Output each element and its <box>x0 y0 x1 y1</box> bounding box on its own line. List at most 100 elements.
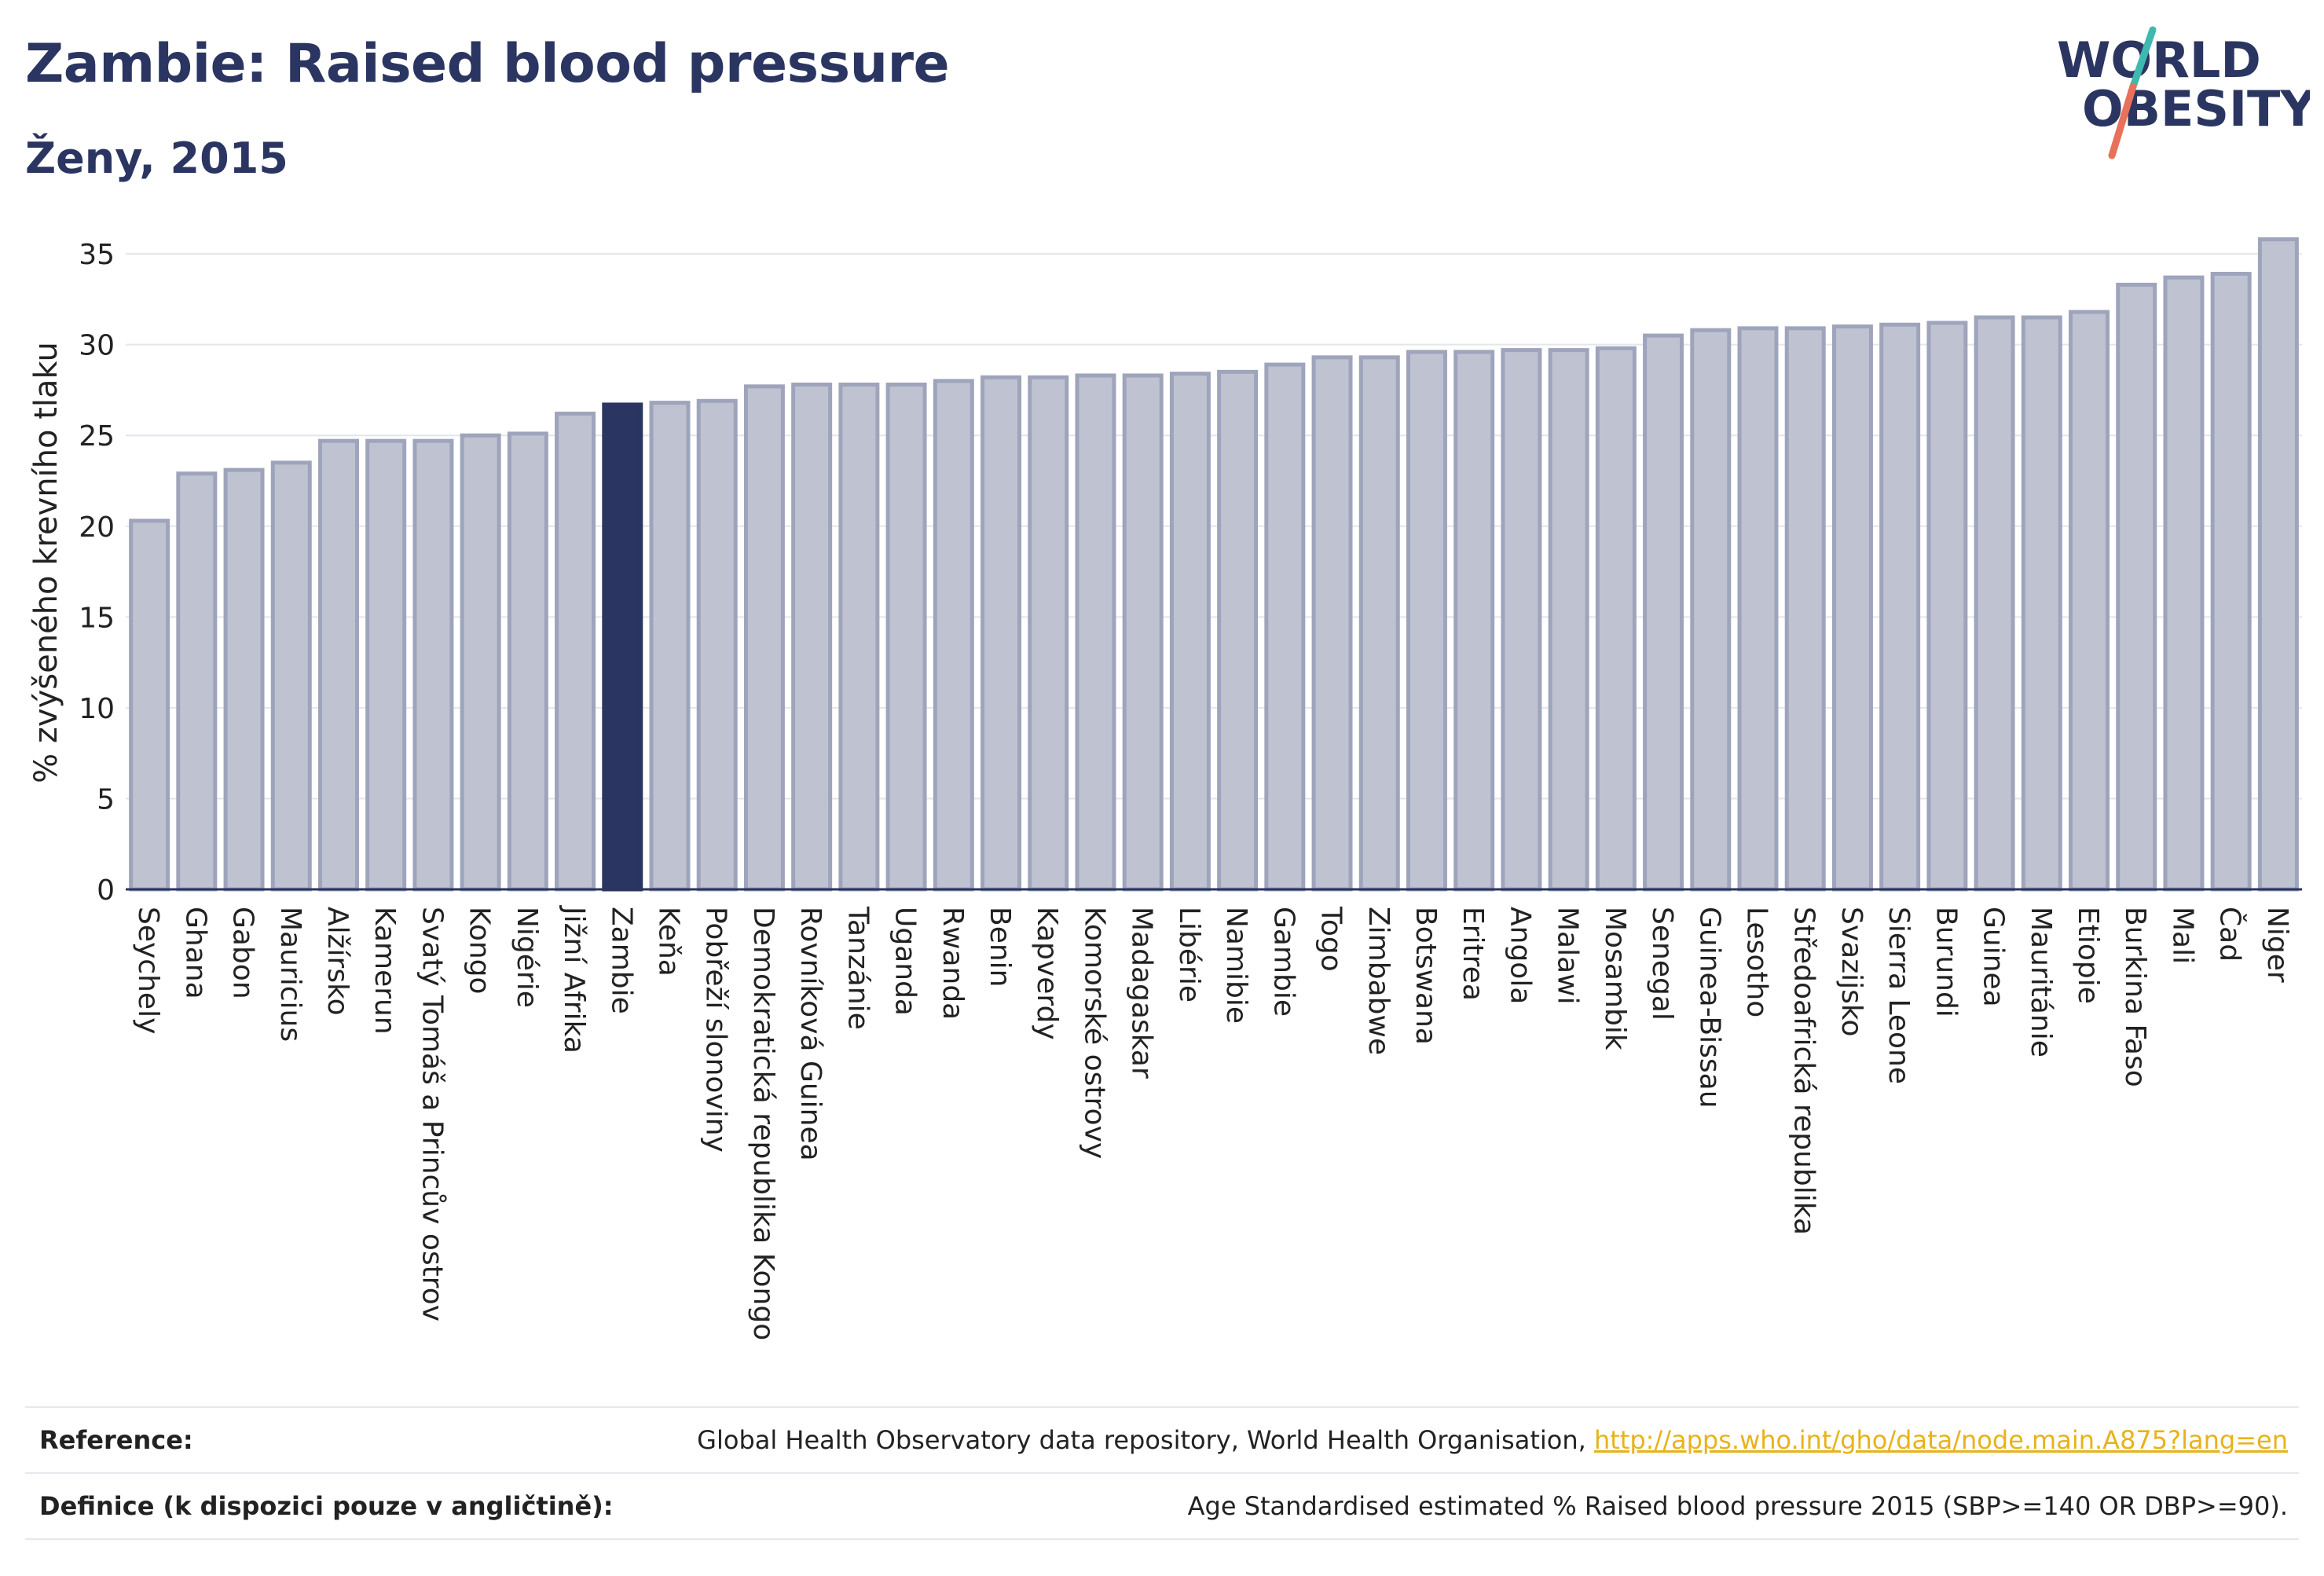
bar <box>1926 321 1968 892</box>
bar <box>1028 375 1069 892</box>
bar-chart: 0 5 10 15 20 25 30 35 % zvýšeného krevního tlaku… <box>28 237 2302 1340</box>
bar <box>885 383 927 892</box>
x-tick-label: Eritrea <box>1457 907 1489 1001</box>
x-tick-label: Mauricius <box>274 907 306 1042</box>
x-tick-label: Tanzánie <box>841 906 874 1030</box>
x-tick-label: Zimbabwe <box>1362 907 1395 1055</box>
bar <box>129 519 170 892</box>
bar <box>1643 333 1684 892</box>
x-tick-label: Sierra Leone <box>1882 907 1915 1084</box>
bar <box>1595 346 1637 892</box>
x-tick-label: Guinea-Bissau <box>1693 907 1725 1109</box>
bar <box>743 384 785 892</box>
bar <box>1122 373 1164 892</box>
bar <box>1075 373 1116 892</box>
bar <box>1784 326 1826 892</box>
bar <box>1501 348 1542 892</box>
logo-slash-bottom <box>2108 82 2137 159</box>
bar <box>2257 237 2299 892</box>
x-tick-label: Burkina Faso <box>2119 907 2151 1087</box>
x-tick-label: Niger <box>2261 907 2293 983</box>
y-tick-label: 15 <box>79 602 115 634</box>
bar <box>270 460 312 892</box>
bar <box>2116 282 2157 892</box>
bar <box>2021 315 2062 892</box>
x-tick-label: Burundi <box>1930 907 1962 1017</box>
definition-value: Age Standardised estimated % Raised bloo… <box>1187 1491 2288 1521</box>
x-tick-label: Čad <box>2214 907 2247 962</box>
bar <box>2210 272 2252 892</box>
world-obesity-logo: WORLD OBESITY <box>2057 26 2310 159</box>
bar <box>365 438 407 892</box>
bar <box>176 471 218 892</box>
bar <box>1831 324 1873 892</box>
x-tick-label: Malawi <box>1552 907 1584 1005</box>
bar <box>1217 369 1259 892</box>
bar <box>1264 362 1306 892</box>
x-tick-label: Pobřeží slonoviny <box>700 907 732 1153</box>
x-tick-label: Svazijsko <box>1835 907 1868 1036</box>
x-tick-label: Keňa <box>653 907 685 977</box>
x-tick-label: Uganda <box>889 907 922 1016</box>
reference-link[interactable]: http://apps.who.int/gho/data/node.main.A… <box>1593 1425 2288 1455</box>
x-tick-label: Nigérie <box>511 907 543 1008</box>
bar-highlight <box>602 402 643 892</box>
definition-row: Definice (k dispozici pouze v angličtině… <box>25 1472 2299 1540</box>
x-tick-label: Namibie <box>1220 907 1252 1024</box>
bar <box>791 383 833 892</box>
x-tick-label: Togo <box>1315 906 1347 972</box>
x-tick-label: Alžírsko <box>321 907 354 1016</box>
x-tick-label: Seychely <box>132 907 164 1034</box>
y-tick-label: 35 <box>79 239 115 271</box>
y-axis-label: % zvýšeného krevního tlaku <box>28 342 64 783</box>
bar <box>1879 322 1921 892</box>
bar <box>460 433 501 892</box>
x-tick-label: Angola <box>1504 907 1536 1004</box>
footer: Reference: Global Health Observatory dat… <box>25 1406 2299 1540</box>
x-tick-label: Kamerun <box>368 907 401 1035</box>
bar <box>2069 310 2110 892</box>
x-tick-label: Rovníková Guinea <box>794 907 827 1161</box>
reference-label: Reference: <box>39 1425 193 1455</box>
logo-slash-top <box>2129 26 2157 90</box>
y-tick-label: 10 <box>79 693 115 725</box>
bar <box>412 438 454 892</box>
chart-subtitle: Ženy, 2015 <box>25 134 288 183</box>
bar <box>317 438 359 892</box>
bar <box>1358 355 1400 892</box>
x-tick-label: Mosambik <box>1599 907 1631 1050</box>
bar <box>1311 355 1353 892</box>
x-tick-label: Mauritánie <box>2025 907 2057 1057</box>
bar <box>933 379 974 892</box>
y-tick-label: 25 <box>79 420 115 453</box>
x-tick-label: Jižní Afrika <box>558 905 590 1054</box>
x-tick-label: Madagaskar <box>1126 907 1158 1079</box>
x-tick-label: Středoafrická republika <box>1788 907 1820 1235</box>
x-tick-label: Kongo <box>464 907 496 995</box>
bar <box>1737 326 1779 892</box>
y-tick-label: 30 <box>79 330 115 362</box>
reference-text: Global Health Observatory data repositor… <box>697 1425 1594 1455</box>
bar <box>696 398 738 892</box>
bar <box>981 375 1022 892</box>
logo-text-world: WORLD <box>2057 31 2261 89</box>
bar <box>1690 328 1732 892</box>
bar <box>2163 275 2205 892</box>
x-tick-label: Mali <box>2166 907 2198 964</box>
y-tick-label: 0 <box>97 874 115 907</box>
bar <box>1453 350 1495 892</box>
x-tick-label: Gabon <box>227 907 259 999</box>
reference-row: Reference: Global Health Observatory dat… <box>25 1406 2299 1472</box>
x-tick-label: Botswana <box>1409 907 1442 1045</box>
x-tick-label: Senegal <box>1646 907 1678 1021</box>
y-tick-label: 5 <box>97 783 115 815</box>
bar <box>838 383 880 892</box>
chart-title: Zambie: Raised blood pressure <box>25 33 950 95</box>
x-tick-label: Svatý Tomáš a Princův ostrov <box>416 907 448 1321</box>
x-tick-label: Guinea <box>1978 907 2010 1007</box>
bar <box>223 467 265 892</box>
x-tick-label: Libérie <box>1173 907 1205 1002</box>
x-tick-label: Ghana <box>179 907 211 999</box>
bar <box>555 411 596 892</box>
definition-label: Definice (k dispozici pouze v angličtině… <box>39 1491 614 1521</box>
